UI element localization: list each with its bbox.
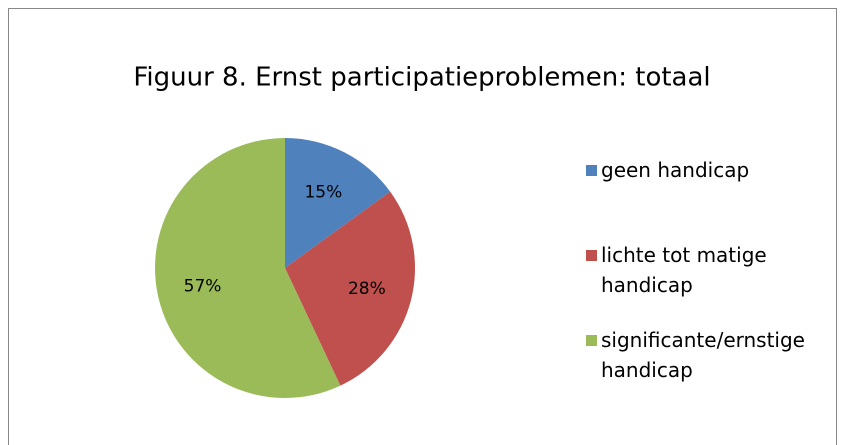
pie-slice [285, 138, 391, 268]
legend-item: significante/ernstige handicap [586, 325, 826, 385]
chart-title: Figuur 8. Ernst participatieproblemen: t… [133, 63, 710, 93]
chart-border [8, 8, 837, 445]
legend-label: geen handicap [601, 158, 750, 182]
pie-slice [285, 191, 415, 386]
legend-swatch [586, 165, 597, 176]
legend-item: geen handicap [586, 155, 826, 185]
pie-slice [154, 138, 341, 399]
legend-item: lichte tot matige handicap [586, 240, 826, 300]
data-label: 15% [304, 183, 342, 203]
legend-swatch [586, 335, 597, 346]
legend-label: lichte tot matige handicap [601, 243, 767, 297]
data-label: 57% [184, 276, 222, 296]
data-label: 28% [348, 279, 386, 299]
legend-label: significante/ernstige handicap [601, 328, 805, 382]
legend-swatch [586, 250, 597, 261]
